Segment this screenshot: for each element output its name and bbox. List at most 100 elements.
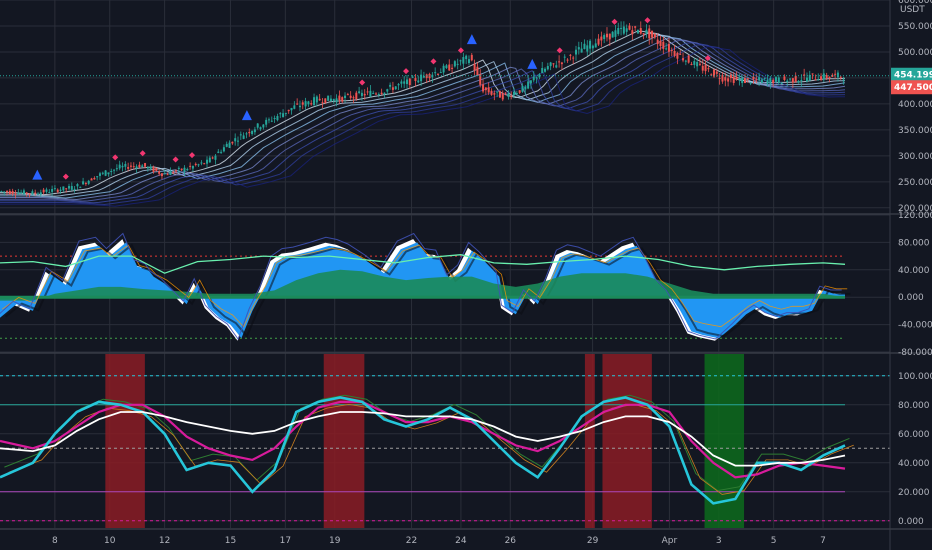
sell-signal-marker[interactable]: [139, 150, 146, 157]
shaded-zone: [105, 354, 145, 528]
price-y-tick-label: 200.000: [898, 204, 932, 214]
x-tick-label: 24: [455, 536, 467, 546]
candle-body: [684, 60, 687, 62]
candle-body: [546, 66, 549, 70]
candle-body: [434, 72, 437, 74]
sell-signal-marker[interactable]: [62, 173, 69, 180]
candle-body: [166, 174, 169, 176]
candle-body: [304, 101, 307, 107]
candle-body: [687, 55, 690, 63]
candle-body: [575, 49, 577, 55]
sell-signal-marker[interactable]: [457, 47, 464, 54]
candle-body: [259, 127, 262, 130]
candle-body: [462, 57, 465, 64]
shaded-zone: [704, 354, 745, 528]
orange-line: [1, 244, 848, 328]
candle-body: [155, 167, 158, 171]
candle-body: [273, 117, 276, 119]
candle-body: [676, 52, 679, 59]
candle-body: [51, 189, 54, 192]
candle-body: [783, 76, 786, 80]
candle-body: [138, 164, 141, 168]
candle-body: [476, 66, 479, 76]
rsi-panel[interactable]: [0, 354, 890, 528]
candle-body: [242, 135, 245, 139]
candle-body: [377, 93, 380, 95]
candle-body: [8, 190, 11, 194]
candle-body: [436, 73, 439, 75]
candle-body: [360, 92, 363, 96]
sell-signal-marker[interactable]: [403, 68, 410, 75]
teal-signal-line: [0, 254, 846, 274]
buy-signal-triangle[interactable]: [527, 58, 538, 69]
candle-body: [698, 63, 701, 65]
candle-body: [631, 30, 634, 35]
candle-body: [180, 168, 183, 171]
candle-body: [701, 65, 704, 71]
candle-body: [11, 191, 14, 194]
candle-body: [529, 80, 532, 84]
price-y-tick-label: 350.000: [898, 126, 932, 136]
candle-body: [84, 183, 87, 185]
candle-body: [617, 28, 620, 34]
candle-body: [234, 138, 237, 142]
sell-signal-marker[interactable]: [189, 152, 196, 159]
candle-body: [459, 60, 462, 62]
candle-body: [0, 191, 3, 193]
sell-signal-marker[interactable]: [359, 79, 366, 86]
candle-body: [363, 93, 366, 96]
rsi-y-tick-label: 20.000: [898, 488, 930, 498]
candle-body: [118, 164, 121, 169]
candle-body: [14, 193, 17, 195]
buy-signal-triangle[interactable]: [32, 169, 43, 180]
candle-body: [828, 76, 831, 79]
candle-body: [276, 116, 279, 121]
candle-body: [214, 155, 217, 160]
candle-body: [279, 113, 282, 115]
candle-body: [603, 35, 606, 40]
rsi-y-tick-label: 80.000: [898, 401, 930, 411]
price-panel[interactable]: [0, 17, 890, 207]
candle-body: [586, 45, 589, 52]
sell-signal-marker[interactable]: [611, 18, 618, 25]
candle-body: [653, 33, 656, 38]
candle-body: [28, 193, 31, 195]
candle-body: [682, 58, 685, 61]
sell-signal-marker[interactable]: [172, 156, 179, 163]
x-tick-label: 7: [820, 536, 826, 546]
moving-average-ribbon-line: [0, 45, 845, 207]
candle-body: [451, 67, 454, 69]
candle-body: [267, 119, 270, 121]
candle-body: [265, 119, 268, 125]
candle-body: [718, 77, 721, 79]
candle-body: [406, 79, 408, 85]
candle-body: [820, 76, 823, 80]
buy-signal-triangle[interactable]: [466, 34, 477, 45]
candle-body: [42, 189, 45, 193]
candle-body: [141, 165, 144, 168]
sell-signal-marker[interactable]: [430, 58, 437, 65]
candle-body: [839, 76, 842, 78]
candle-body: [245, 133, 248, 135]
sell-signal-marker[interactable]: [704, 55, 711, 62]
candle-body: [713, 69, 716, 77]
sell-signal-marker[interactable]: [644, 17, 651, 24]
candle-body: [527, 81, 530, 89]
buy-signal-triangle[interactable]: [241, 110, 252, 121]
candle-body: [98, 173, 101, 176]
sell-signal-marker[interactable]: [556, 47, 563, 54]
candle-body: [558, 61, 561, 63]
candle-body: [605, 33, 608, 38]
candle-body: [3, 191, 6, 193]
sell-signal-marker[interactable]: [112, 154, 119, 161]
candle-body: [298, 105, 301, 108]
candle-body: [194, 163, 197, 165]
candle-body: [470, 54, 473, 61]
candle-body: [453, 61, 456, 67]
candle-body: [124, 163, 127, 167]
shaded-zone: [602, 354, 652, 528]
candle-body: [544, 68, 547, 72]
candle-body: [262, 124, 265, 128]
oscillator-panel[interactable]: [0, 232, 851, 341]
